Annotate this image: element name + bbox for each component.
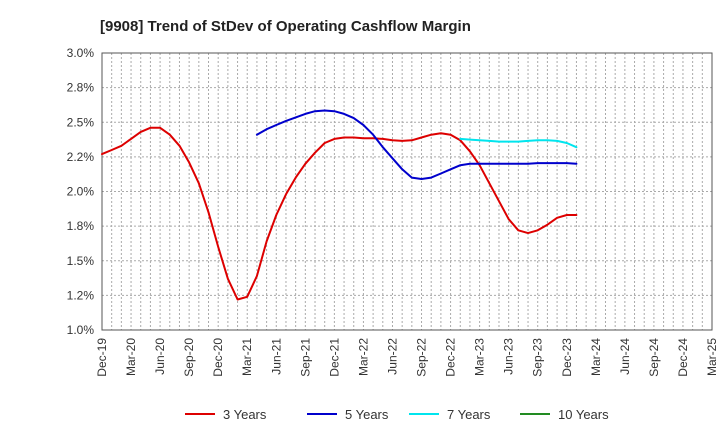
x-tick-label: Sep-21 [298,338,312,377]
grid [102,53,712,330]
y-tick-label: 2.2% [67,150,95,164]
x-tick-label: Sep-20 [182,338,196,377]
y-tick-label: 2.0% [67,185,95,199]
legend-label: 10 Years [558,407,609,422]
y-tick-label: 2.5% [67,115,95,129]
x-tick-label: Mar-24 [589,338,603,376]
y-tick-label: 1.2% [67,288,95,302]
chart-title: [9908] Trend of StDev of Operating Cashf… [100,18,471,35]
legend-label: 5 Years [345,407,389,422]
x-tick-label: Jun-20 [153,338,167,375]
x-tick-label: Mar-20 [124,338,138,376]
plot-frame [101,52,713,331]
x-tick-label: Sep-24 [647,338,661,377]
x-tick-label: Dec-19 [95,338,109,377]
series-lines [101,109,578,301]
x-tick-label: Jun-21 [269,338,283,375]
x-tick-label: Dec-21 [327,338,341,377]
legend-label: 7 Years [447,407,491,422]
series-line-5-years [255,109,578,180]
x-tick-label: Sep-23 [531,338,545,377]
x-tick-label: Dec-23 [560,338,574,377]
series-line-7-years [459,137,578,149]
y-tick-label: 1.0% [67,323,95,337]
x-tick-label: Mar-23 [473,338,487,376]
x-tick-label: Sep-22 [415,338,429,377]
y-tick-label: 1.5% [67,254,95,268]
x-tick-label: Mar-22 [356,338,370,376]
x-tick-label: Mar-25 [705,338,719,376]
x-axis: Dec-19 Mar-20 Jun-20 Sep-20 Dec-20 Mar-21 Jun-… [95,338,719,377]
y-tick-label: 3.0% [67,46,95,60]
x-tick-label: Jun-24 [618,338,632,375]
legend: 3 Years 5 Years 7 Years 10 Years [185,407,609,422]
legend-label: 3 Years [223,407,267,422]
x-tick-label: Dec-24 [676,338,690,377]
x-tick-label: Dec-22 [444,338,458,377]
x-tick-label: Mar-21 [240,338,254,376]
series-line-3-years [101,126,578,301]
x-tick-label: Jun-23 [502,338,516,375]
x-tick-label: Dec-20 [211,338,225,377]
y-axis: 1.0% 1.2% 1.5% 1.8% 2.0% 2.2% 2.5% 2.8% 3.0% [67,46,95,337]
y-tick-label: 1.8% [67,219,95,233]
x-tick-label: Jun-22 [385,338,399,375]
y-tick-label: 2.8% [67,81,95,95]
